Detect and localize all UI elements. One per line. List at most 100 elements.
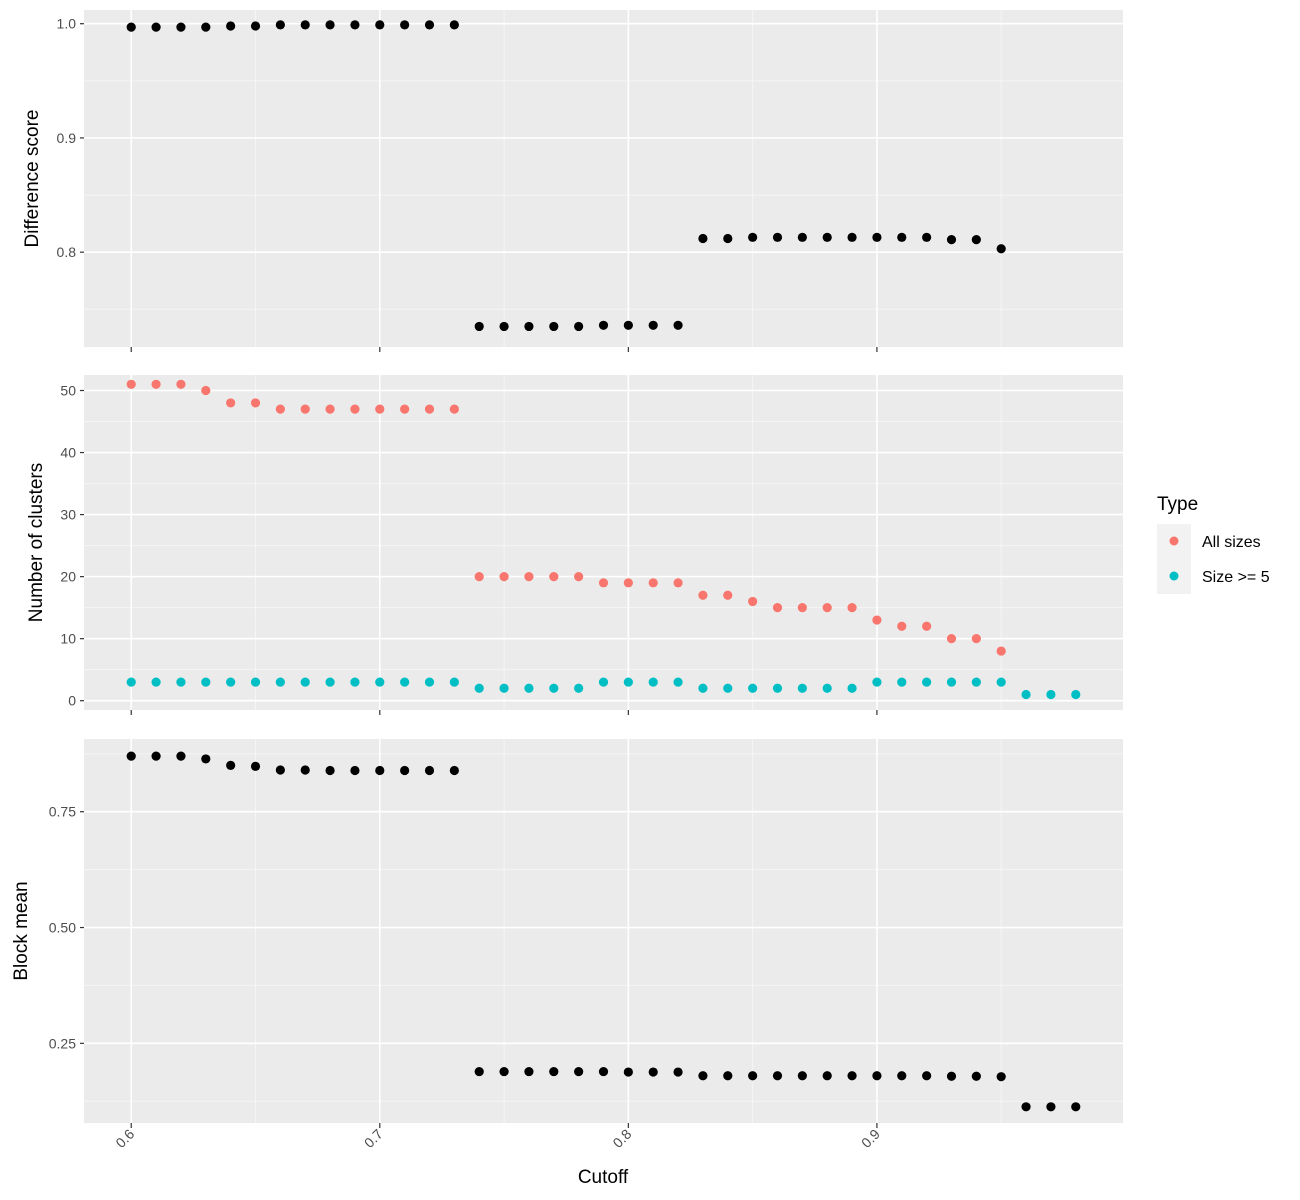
data-point (325, 765, 335, 776)
data-point (623, 578, 633, 588)
data-point (847, 603, 857, 613)
data-point (598, 1066, 609, 1077)
data-point (723, 590, 733, 600)
data-point (350, 677, 360, 687)
x-tick-label: 0.8 (609, 1126, 634, 1151)
data-point (723, 233, 733, 244)
data-point (549, 321, 559, 332)
data-point (400, 20, 410, 30)
data-point (648, 320, 658, 330)
data-point (325, 677, 335, 687)
panel-3: 0.25 0.50 0.75 Block mean 0.6 0.7 0.8 0.9 (11, 739, 1123, 1151)
y-tick-label: 40 (60, 445, 76, 461)
y-tick-label: 1.0 (57, 16, 77, 32)
data-point (648, 677, 658, 687)
data-point (449, 20, 459, 30)
legend-key-background (1157, 524, 1191, 594)
data-point (424, 765, 435, 776)
data-point (822, 603, 832, 613)
data-point (1021, 1102, 1031, 1112)
data-point (524, 1066, 534, 1077)
panel-background (84, 375, 1123, 710)
data-point (226, 21, 236, 31)
data-point (897, 621, 907, 631)
data-point (623, 1067, 633, 1077)
data-point (350, 404, 360, 414)
data-point (226, 677, 236, 687)
data-point (598, 578, 609, 588)
data-point (946, 634, 957, 644)
data-point (400, 677, 410, 687)
data-point (772, 1071, 783, 1081)
data-point (250, 21, 261, 31)
data-point (748, 232, 758, 242)
data-point (474, 1066, 484, 1077)
y-axis-title: Number of clusters (26, 463, 47, 622)
data-point (922, 621, 932, 631)
data-point (499, 572, 509, 582)
data-point (176, 751, 186, 761)
data-point (375, 404, 385, 414)
data-point (822, 232, 832, 242)
data-point (648, 1067, 658, 1077)
data-point (201, 754, 211, 764)
data-point (872, 615, 882, 625)
data-point (250, 398, 261, 408)
data-point (698, 683, 708, 693)
data-point (574, 1066, 584, 1077)
y-tick-label: 0.9 (57, 130, 77, 146)
panels: 0.8 0.9 1.0 Difference score 0 10 20 30 40 50 Numb… (11, 10, 1123, 1151)
data-point (499, 321, 509, 332)
legend-label-all-sizes: All sizes (1202, 534, 1261, 551)
data-point (872, 232, 882, 242)
data-point (350, 765, 360, 776)
data-point (275, 677, 285, 687)
data-point (474, 572, 484, 582)
data-point (772, 603, 783, 613)
data-point (748, 596, 758, 607)
data-point (648, 578, 658, 588)
data-point (499, 1066, 509, 1077)
data-point (126, 22, 136, 32)
data-point (400, 765, 410, 776)
data-point (897, 677, 907, 687)
data-point (275, 765, 285, 775)
panel-1: 0.8 0.9 1.0 Difference score (22, 10, 1123, 352)
data-point (797, 603, 807, 613)
data-point (996, 244, 1006, 254)
data-point (424, 404, 435, 414)
data-point (126, 379, 136, 389)
y-tick-label: 10 (60, 631, 76, 647)
data-point (673, 1067, 683, 1077)
data-point (971, 677, 981, 687)
data-point (574, 321, 584, 332)
data-point (996, 646, 1006, 656)
x-axis-title: Cutoff (578, 1167, 629, 1188)
data-point (822, 1071, 832, 1081)
data-point (1071, 689, 1081, 700)
data-point (872, 1071, 882, 1081)
data-point (325, 20, 335, 30)
data-point (772, 232, 783, 242)
data-point (1021, 689, 1031, 700)
data-point (250, 677, 261, 687)
y-tick-label: 0.8 (57, 244, 77, 260)
x-tick-label: 0.7 (361, 1126, 386, 1151)
data-point (176, 22, 186, 32)
data-point (946, 677, 957, 687)
data-point (250, 761, 261, 771)
series-1 (126, 751, 1081, 1112)
data-point (723, 1071, 733, 1081)
data-point (897, 232, 907, 242)
data-point (922, 232, 932, 242)
y-tick-label: 50 (60, 383, 76, 399)
y-tick-label: 20 (60, 569, 76, 585)
y-axis-title: Block mean (11, 881, 32, 980)
data-point (971, 1071, 981, 1081)
x-tick-label: 0.6 (112, 1126, 137, 1151)
data-point (1046, 1102, 1056, 1112)
y-axis-title: Difference score (22, 110, 43, 248)
data-point (226, 398, 236, 408)
series-1 (126, 20, 1006, 332)
